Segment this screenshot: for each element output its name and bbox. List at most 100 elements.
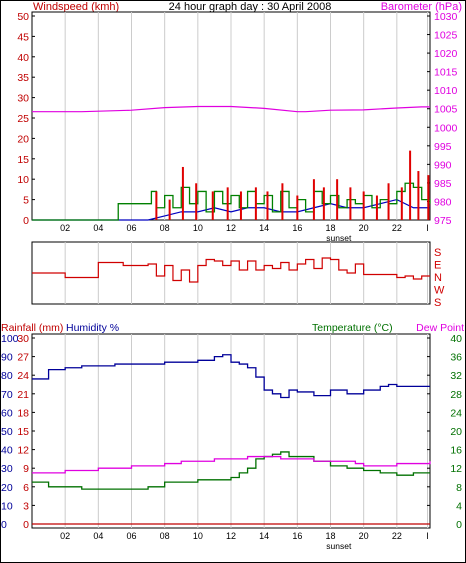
time-tick-label: I (426, 223, 429, 233)
barometer-tick-label: 1025 (434, 30, 458, 42)
humidity-tick-label: 60 (1, 407, 13, 419)
time-tick-label: I (426, 531, 429, 541)
barometer-tick-label: 1010 (434, 85, 458, 97)
windspeed-tick-label: 0 (23, 215, 29, 227)
windspeed-tick-label: 10 (17, 174, 29, 186)
barometer-line (32, 105, 430, 113)
time-tick-label: 12 (226, 223, 236, 233)
rainfall-tick-label: 24 (17, 370, 29, 382)
direction-tick-label: N (434, 272, 442, 284)
humidity-tick-label: 50 (1, 426, 13, 438)
graph-title: 24 hour graph day : 30 April 2008 (169, 1, 332, 13)
windspeed-axis-title: Windspeed (kmh) (33, 1, 119, 13)
time-tick-label: 20 (359, 531, 369, 541)
windspeed-tick-label: 35 (17, 72, 29, 84)
rainfall-tick-label: 0 (23, 519, 29, 531)
windspeed-tick-label: 5 (23, 195, 29, 207)
time-tick-label: 14 (259, 223, 269, 233)
rainfall-axis-title: Rainfall (mm) (1, 322, 63, 334)
time-tick-label: 16 (292, 531, 302, 541)
humidity-axis-title: Humidity % (66, 322, 119, 334)
temperature-tick-label: 8 (456, 482, 462, 494)
barometer-tick-label: 985 (434, 178, 452, 190)
temperature-tick-label: 4 (456, 500, 462, 512)
temperature-tick-label: 20 (450, 426, 462, 438)
rainfall-tick-label: 21 (17, 389, 29, 401)
sunset-label: sunset (326, 541, 352, 551)
time-tick-label: 18 (325, 531, 335, 541)
time-tick-label: 06 (126, 223, 136, 233)
wind-panel: 02 04 06 08 10 12 14 16 18 20 22 Isunset05101520253… (17, 11, 457, 243)
time-tick-label: 08 (160, 223, 170, 233)
time-tick-label: 10 (193, 223, 203, 233)
time-tick-label: 18 (325, 223, 335, 233)
humidity-tick-label: 70 (1, 389, 13, 401)
time-tick-label: 22 (392, 223, 402, 233)
rainfall-tick-label: 15 (17, 426, 29, 438)
windspeed-line (32, 182, 431, 221)
sunset-label: sunset (326, 233, 352, 243)
rainfall-tick-label: 9 (23, 463, 29, 475)
time-tick-label: 04 (93, 531, 103, 541)
rainfall-tick-label: 27 (17, 352, 29, 364)
humidity-tick-label: 0 (1, 519, 7, 531)
time-tick-label: 12 (226, 531, 236, 541)
temperature-tick-label: 36 (450, 352, 462, 364)
time-tick-label: 14 (259, 531, 269, 541)
humidity-tick-label: 30 (1, 463, 13, 475)
temperature-tick-label: 0 (456, 519, 462, 531)
rainfall-tick-label: 18 (17, 407, 29, 419)
barometer-tick-label: 990 (434, 159, 452, 171)
humidity-tick-label: 80 (1, 370, 13, 382)
time-tick-label: 02 (60, 531, 70, 541)
windspeed-tick-label: 40 (17, 52, 29, 64)
dewpoint-line (32, 455, 431, 474)
time-tick-label: 20 (359, 223, 369, 233)
time-tick-label: 02 (60, 223, 70, 233)
windspeed-tick-label: 45 (17, 31, 29, 43)
direction-tick-label: E (434, 260, 441, 272)
windspeed-tick-label: 15 (17, 154, 29, 166)
rainfall-tick-label: 3 (23, 500, 29, 512)
windspeed-tick-label: 50 (17, 11, 29, 23)
rainfall-tick-label: 30 (17, 333, 29, 345)
windspeed-tick-label: 20 (17, 133, 29, 145)
barometer-tick-label: 1020 (434, 48, 458, 60)
barometer-tick-label: 1000 (434, 122, 458, 134)
temperature-tick-label: 40 (450, 333, 462, 345)
temperature-tick-label: 12 (450, 463, 462, 475)
direction-tick-label: W (434, 285, 445, 297)
barometer-tick-label: 975 (434, 215, 452, 227)
humidity-tick-label: 20 (1, 482, 13, 494)
rainfall-tick-label: 12 (17, 445, 29, 457)
humidity-tick-label: 40 (1, 445, 13, 457)
barometer-tick-label: 980 (434, 196, 452, 208)
time-tick-label: 22 (392, 531, 402, 541)
temperature-axis-title: Temperature (°C) (312, 322, 393, 334)
direction-tick-label: S (434, 297, 441, 309)
barometer-tick-label: 1030 (434, 11, 458, 23)
barometer-tick-label: 995 (434, 141, 452, 153)
temperature-tick-label: 24 (450, 407, 462, 419)
barometer-axis-title: Barometer (hPa) (381, 1, 462, 13)
time-tick-label: 06 (126, 531, 136, 541)
temperature-tick-label: 16 (450, 445, 462, 457)
time-tick-label: 16 (292, 223, 302, 233)
humidity-line (32, 354, 430, 399)
temperature-tick-label: 32 (450, 370, 462, 382)
windspeed-tick-label: 25 (17, 113, 29, 125)
temperature-tick-label: 28 (450, 389, 462, 401)
humidity-tick-label: 100 (1, 333, 19, 345)
humidity-tick-label: 90 (1, 352, 13, 364)
windspeed-tick-label: 30 (17, 93, 29, 105)
time-tick-label: 10 (193, 531, 203, 541)
direction-tick-label: S (434, 247, 441, 259)
rainfall-tick-label: 6 (23, 482, 29, 494)
barometer-tick-label: 1005 (434, 104, 458, 116)
humidity-tick-label: 10 (1, 500, 13, 512)
temperature-panel: 02 04 06 08 10 12 14 16 18 20 22 Isunset01020304050… (1, 333, 462, 551)
wind-direction-line (32, 257, 430, 283)
